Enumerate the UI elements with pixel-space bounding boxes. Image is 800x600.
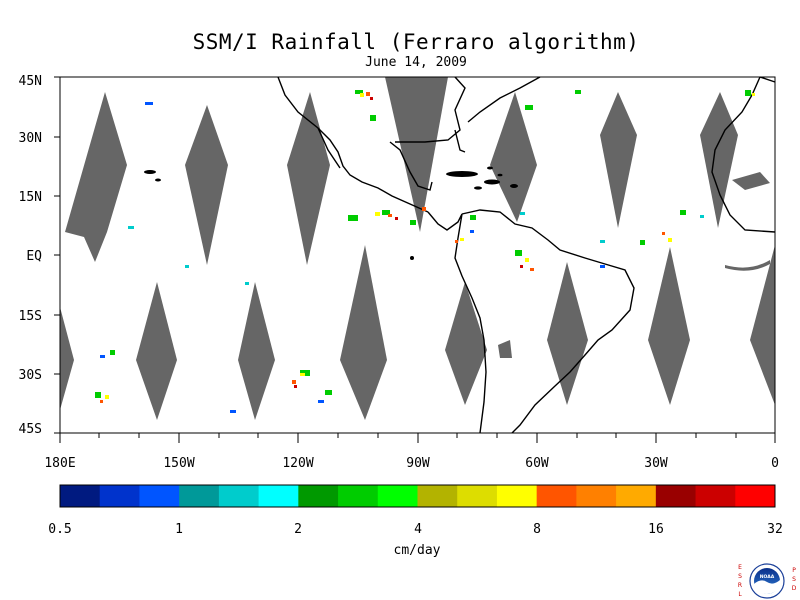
noaa-logo: E S R L P S D NOAA bbox=[738, 563, 797, 599]
rain-cells bbox=[95, 90, 755, 413]
colorbar-swatch-10 bbox=[457, 485, 498, 507]
colorbar-swatch-9 bbox=[417, 485, 458, 507]
coastlines bbox=[277, 76, 776, 434]
logo-left-letter-e: E bbox=[738, 564, 742, 571]
lat-label-eq: EQ bbox=[26, 249, 42, 264]
colorbar-label-0-5: 0.5 bbox=[48, 522, 72, 537]
lon-label-0: 0 bbox=[771, 456, 779, 471]
lat-label-15s: 15S bbox=[18, 309, 42, 324]
colorbar-swatch-7 bbox=[338, 485, 379, 507]
colorbar-swatch-12 bbox=[536, 485, 577, 507]
colorbar-swatch-5 bbox=[258, 485, 299, 507]
lat-label-30n: 30N bbox=[18, 131, 42, 146]
lon-label-120w: 120W bbox=[282, 456, 314, 471]
colorbar-swatch-13 bbox=[576, 485, 617, 507]
logo-center-text: NOAA bbox=[760, 574, 775, 580]
logo-left-letter-s: S bbox=[738, 573, 742, 580]
colorbar-swatch-8 bbox=[377, 485, 418, 507]
colorbar-label-32: 32 bbox=[767, 522, 783, 537]
colorbar-swatch-0 bbox=[60, 485, 101, 507]
colorbar-label-2: 2 bbox=[294, 522, 302, 537]
axis-ticks bbox=[54, 76, 776, 443]
colorbar-swatch-1 bbox=[99, 485, 140, 507]
lon-label-30w: 30W bbox=[644, 456, 668, 471]
islands bbox=[144, 166, 518, 260]
colorbar-swatch-6 bbox=[298, 485, 339, 507]
lat-label-15n: 15N bbox=[18, 190, 42, 205]
lat-label-30s: 30S bbox=[18, 368, 42, 383]
colorbar-units: cm/day bbox=[393, 543, 441, 558]
colorbar-swatch-16 bbox=[695, 485, 736, 507]
colorbar-swatch-4 bbox=[218, 485, 260, 507]
colorbar-swatch-11 bbox=[496, 485, 538, 507]
lon-label-60w: 60W bbox=[525, 456, 549, 471]
lat-label-45s: 45S bbox=[18, 422, 42, 437]
colorbar-swatch-3 bbox=[179, 485, 220, 507]
logo-right-letter-s: S bbox=[792, 576, 796, 583]
lon-label-150w: 150W bbox=[163, 456, 195, 471]
map-date: June 14, 2009 bbox=[365, 55, 467, 70]
lon-label-180e: 180E bbox=[44, 456, 76, 471]
colorbar-label-16: 16 bbox=[648, 522, 664, 537]
map-title: SSM/I Rainfall (Ferraro algorithm) bbox=[192, 30, 640, 54]
colorbar-swatch-15 bbox=[655, 485, 697, 507]
colorbar-label-4: 4 bbox=[414, 522, 422, 537]
colorbar bbox=[60, 485, 776, 507]
colorbar-label-8: 8 bbox=[533, 522, 541, 537]
colorbar-label-1: 1 bbox=[175, 522, 183, 537]
logo-left-letter-r: R bbox=[738, 582, 742, 589]
logo-right-letter-d: D bbox=[792, 585, 797, 592]
colorbar-swatch-14 bbox=[616, 485, 657, 507]
logo-right-letter-p: P bbox=[792, 567, 796, 574]
no-data-swaths bbox=[60, 77, 775, 420]
logo-left-letter-l: L bbox=[738, 591, 742, 598]
colorbar-swatch-17 bbox=[735, 485, 776, 507]
colorbar-swatch-2 bbox=[139, 485, 180, 507]
lon-label-90w: 90W bbox=[406, 456, 430, 471]
lat-label-45n: 45N bbox=[18, 74, 42, 89]
